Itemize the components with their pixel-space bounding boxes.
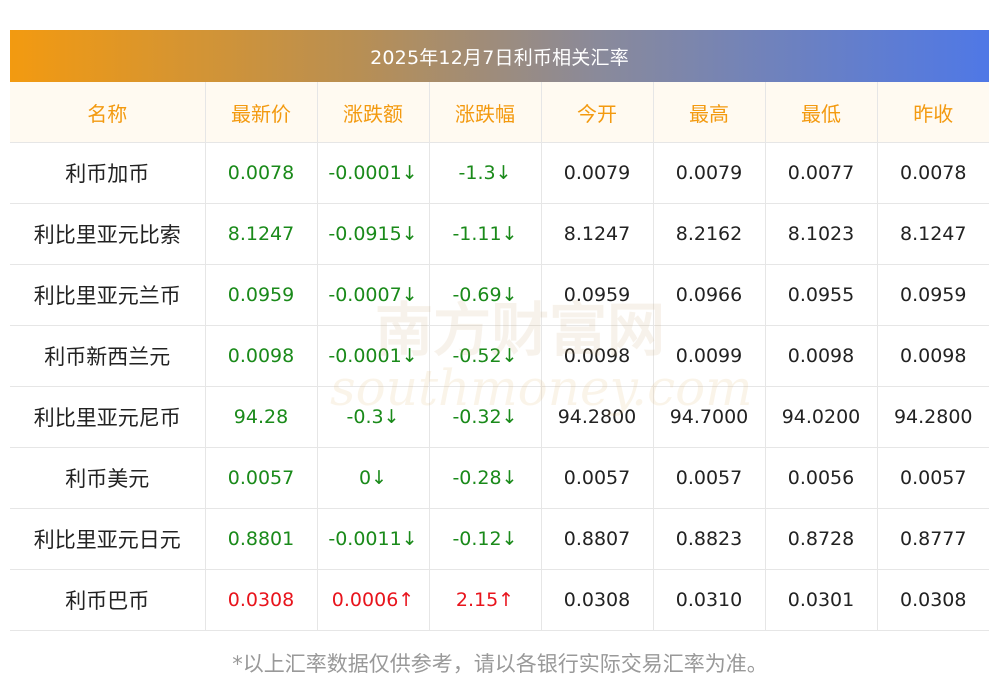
header-name: 名称 [10, 82, 206, 143]
prev-close: 0.0308 [877, 569, 989, 631]
low-price: 0.0077 [765, 142, 878, 204]
latest-price: 0.0308 [205, 569, 318, 631]
currency-pair-name: 利币新西兰元 [10, 325, 206, 387]
header-open: 今开 [541, 82, 654, 143]
change-percent: -0.52↓ [429, 325, 542, 387]
open-price: 0.0057 [541, 447, 654, 509]
change-amount: -0.0001↓ [317, 325, 430, 387]
high-price: 0.0099 [653, 325, 766, 387]
header-change: 涨跌额 [317, 82, 430, 143]
table-header-row: 名称 最新价 涨跌额 涨跌幅 今开 最高 最低 昨收 [10, 82, 989, 143]
prev-close: 94.2800 [877, 386, 989, 448]
high-price: 8.2162 [653, 203, 766, 265]
prev-close: 8.1247 [877, 203, 989, 265]
open-price: 94.2800 [541, 386, 654, 448]
low-price: 0.0098 [765, 325, 878, 387]
latest-price: 94.28 [205, 386, 318, 448]
change-percent: -0.69↓ [429, 264, 542, 326]
open-price: 0.8807 [541, 508, 654, 570]
prev-close: 0.0959 [877, 264, 989, 326]
high-price: 0.0966 [653, 264, 766, 326]
prev-close: 0.0098 [877, 325, 989, 387]
table-row: 利币新西兰元 0.0098 -0.0001↓ -0.52↓ 0.0098 0.0099 0.… [10, 325, 989, 387]
prev-close: 0.0057 [877, 447, 989, 509]
rate-table-container: 2025年12月7日利币相关汇率 名称 最新价 涨跌额 涨跌幅 今开 最高 最低… [10, 30, 989, 631]
disclaimer-footer: *以上汇率数据仅供参考，请以各银行实际交易汇率为准。 [232, 652, 768, 676]
low-price: 0.0056 [765, 447, 878, 509]
high-price: 0.0310 [653, 569, 766, 631]
high-price: 94.7000 [653, 386, 766, 448]
latest-price: 0.0078 [205, 142, 318, 204]
change-percent: 2.15↑ [429, 569, 542, 631]
latest-price: 0.0959 [205, 264, 318, 326]
change-percent: -1.11↓ [429, 203, 542, 265]
currency-pair-name: 利比里亚元兰币 [10, 264, 206, 326]
currency-pair-name: 利币美元 [10, 447, 206, 509]
change-amount: -0.0011↓ [317, 508, 430, 570]
prev-close: 0.8777 [877, 508, 989, 570]
table-row: 利比里亚元日元 0.8801 -0.0011↓ -0.12↓ 0.8807 0.8823 0… [10, 508, 989, 570]
table-title: 2025年12月7日利币相关汇率 [10, 30, 989, 82]
table-row: 利币巴币 0.0308 0.0006↑ 2.15↑ 0.0308 0.0310 0.0301… [10, 569, 989, 631]
change-percent: -1.3↓ [429, 142, 542, 204]
change-percent: -0.32↓ [429, 386, 542, 448]
change-amount: -0.0001↓ [317, 142, 430, 204]
table-row: 利比里亚元比索 8.1247 -0.0915↓ -1.11↓ 8.1247 8.2162 8… [10, 203, 989, 265]
low-price: 0.0301 [765, 569, 878, 631]
header-prev-close: 昨收 [877, 82, 989, 143]
low-price: 94.0200 [765, 386, 878, 448]
change-amount: -0.0007↓ [317, 264, 430, 326]
open-price: 0.0308 [541, 569, 654, 631]
change-amount: -0.0915↓ [317, 203, 430, 265]
change-amount: 0.0006↑ [317, 569, 430, 631]
currency-pair-name: 利比里亚元日元 [10, 508, 206, 570]
low-price: 0.0955 [765, 264, 878, 326]
low-price: 0.8728 [765, 508, 878, 570]
table-row: 利币加币 0.0078 -0.0001↓ -1.3↓ 0.0079 0.0079 0.007… [10, 142, 989, 204]
change-percent: -0.12↓ [429, 508, 542, 570]
open-price: 0.0098 [541, 325, 654, 387]
latest-price: 8.1247 [205, 203, 318, 265]
currency-pair-name: 利比里亚元尼币 [10, 386, 206, 448]
table-row: 利比里亚元尼币 94.28 -0.3↓ -0.32↓ 94.2800 94.7000 94.… [10, 386, 989, 448]
table-row: 利比里亚元兰币 0.0959 -0.0007↓ -0.69↓ 0.0959 0.0966 0… [10, 264, 989, 326]
open-price: 0.0079 [541, 142, 654, 204]
exchange-rate-table: 名称 最新价 涨跌额 涨跌幅 今开 最高 最低 昨收 利币加币 0.0078 -0.… [10, 82, 989, 631]
high-price: 0.8823 [653, 508, 766, 570]
low-price: 8.1023 [765, 203, 878, 265]
change-percent: -0.28↓ [429, 447, 542, 509]
header-low: 最低 [765, 82, 878, 143]
latest-price: 0.8801 [205, 508, 318, 570]
change-amount: 0↓ [317, 447, 430, 509]
currency-pair-name: 利币加币 [10, 142, 206, 204]
header-change-pct: 涨跌幅 [429, 82, 542, 143]
open-price: 8.1247 [541, 203, 654, 265]
prev-close: 0.0078 [877, 142, 989, 204]
table-row: 利币美元 0.0057 0↓ -0.28↓ 0.0057 0.0057 0.0056 0.00… [10, 447, 989, 509]
change-amount: -0.3↓ [317, 386, 430, 448]
latest-price: 0.0057 [205, 447, 318, 509]
header-latest: 最新价 [205, 82, 318, 143]
latest-price: 0.0098 [205, 325, 318, 387]
currency-pair-name: 利币巴币 [10, 569, 206, 631]
currency-pair-name: 利比里亚元比索 [10, 203, 206, 265]
high-price: 0.0079 [653, 142, 766, 204]
header-high: 最高 [653, 82, 766, 143]
open-price: 0.0959 [541, 264, 654, 326]
high-price: 0.0057 [653, 447, 766, 509]
